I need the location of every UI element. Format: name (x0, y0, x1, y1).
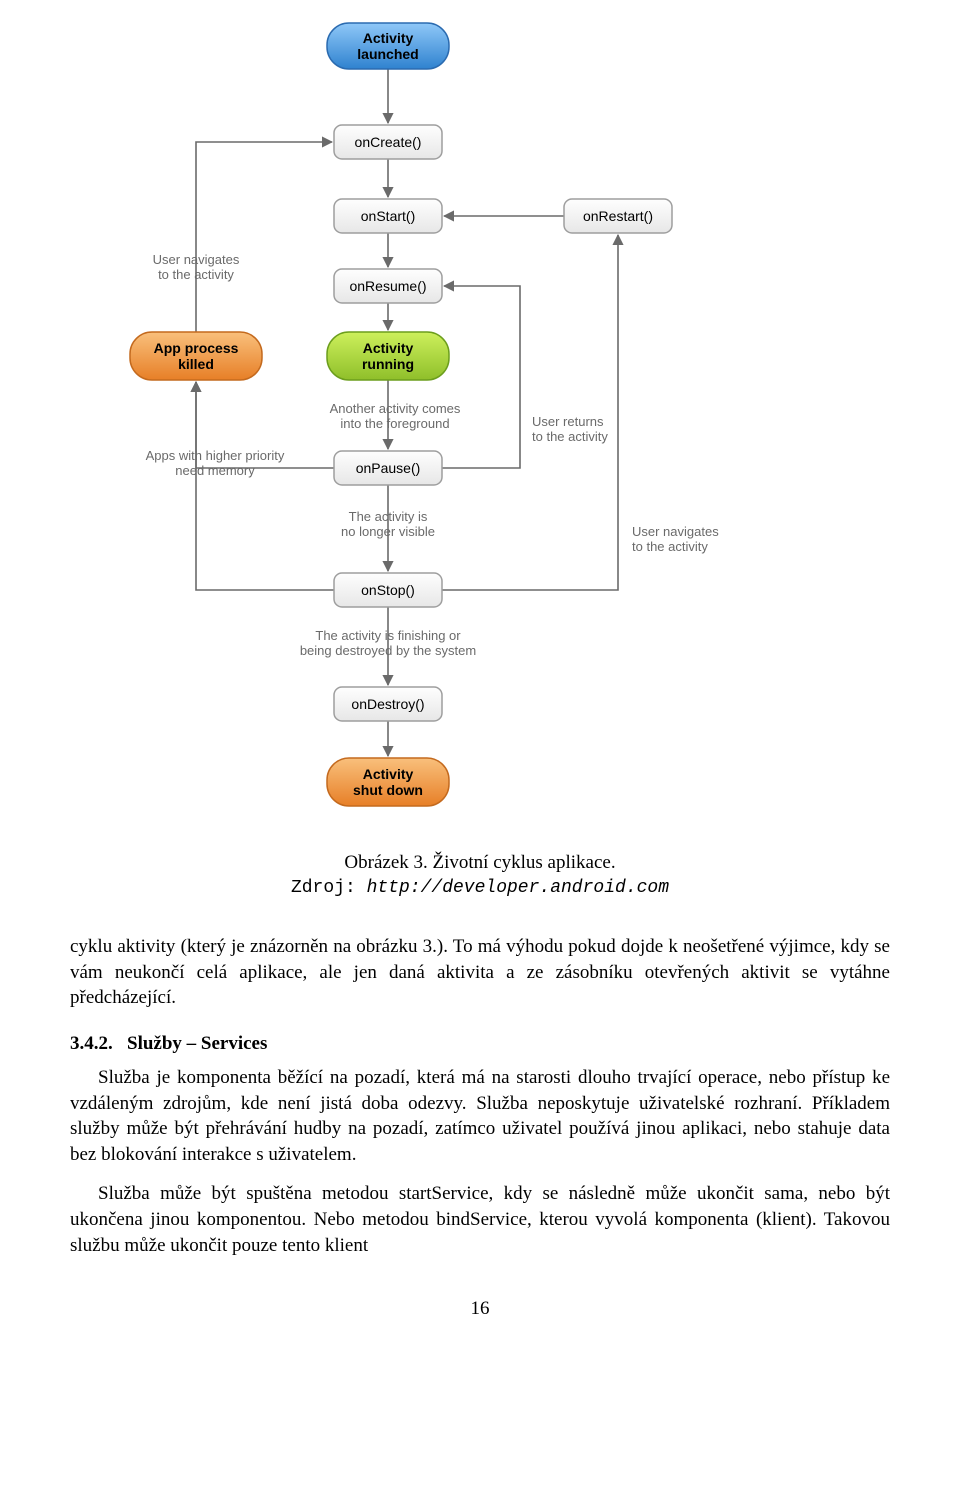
edge-onStop-killed (196, 382, 334, 590)
body-paragraph-3: Služba může být spuštěna metodou startSe… (70, 1181, 890, 1258)
figure-source-url: http://developer.android.com (367, 878, 669, 898)
edge-label-4: The activity is finishing orbeing destro… (300, 628, 476, 658)
node-onResume: onResume() (334, 269, 442, 303)
activity-lifecycle-diagram: User navigatesto the activity Apps with h… (0, 0, 960, 820)
edge-onPause-onResume (442, 286, 520, 468)
svg-text:Activityrunning: Activityrunning (362, 340, 414, 372)
svg-text:onDestroy(): onDestroy() (351, 696, 424, 712)
edge-label-6: User navigatesto the activity (632, 524, 719, 554)
body-paragraph-2: Služba je komponenta běžící na pozadí, k… (70, 1065, 890, 1168)
figure-source: Zdroj: http://developer.android.com (70, 878, 890, 898)
svg-text:Activityshut down: Activityshut down (353, 766, 423, 798)
svg-text:onResume(): onResume() (349, 278, 426, 294)
body-paragraph-1: cyklu aktivity (který je znázorněn na ob… (70, 934, 890, 1011)
node-onRestart: onRestart() (564, 199, 672, 233)
section-number: 3.4.2. (70, 1033, 113, 1054)
node-onPause: onPause() (334, 451, 442, 485)
node-onStop: onStop() (334, 573, 442, 607)
node-running: Activityrunning (327, 332, 449, 380)
edge-label-3: The activity isno longer visible (341, 509, 435, 539)
svg-text:onCreate(): onCreate() (355, 134, 422, 150)
svg-text:onStop(): onStop() (361, 582, 415, 598)
section-heading: 3.4.2. Služby – Services (70, 1033, 890, 1055)
edge-label-0: User navigatesto the activity (153, 252, 240, 282)
figure-source-prefix: Zdroj: (291, 878, 367, 898)
edge-label-5: User returnsto the activity (532, 414, 608, 444)
section-title: Služby – Services (127, 1033, 267, 1054)
edge-onStop-onRestart (442, 235, 618, 590)
edge-killed-onCreate (196, 142, 332, 332)
node-killed: App processkilled (130, 332, 262, 380)
svg-text:onRestart(): onRestart() (583, 208, 653, 224)
node-onCreate: onCreate() (334, 125, 442, 159)
node-launched: Activitylaunched (327, 23, 449, 69)
page-number: 16 (70, 1298, 890, 1320)
figure-caption: Obrázek 3. Životní cyklus aplikace. (70, 852, 890, 874)
svg-text:Activitylaunched: Activitylaunched (357, 30, 418, 62)
edge-label-1: Apps with higher priorityneed memory (146, 448, 285, 478)
svg-text:onStart(): onStart() (361, 208, 415, 224)
node-onDestroy: onDestroy() (334, 687, 442, 721)
node-shutdown: Activityshut down (327, 758, 449, 806)
edge-label-2: Another activity comesinto the foregroun… (330, 401, 461, 431)
svg-text:onPause(): onPause() (356, 460, 421, 476)
node-onStart: onStart() (334, 199, 442, 233)
